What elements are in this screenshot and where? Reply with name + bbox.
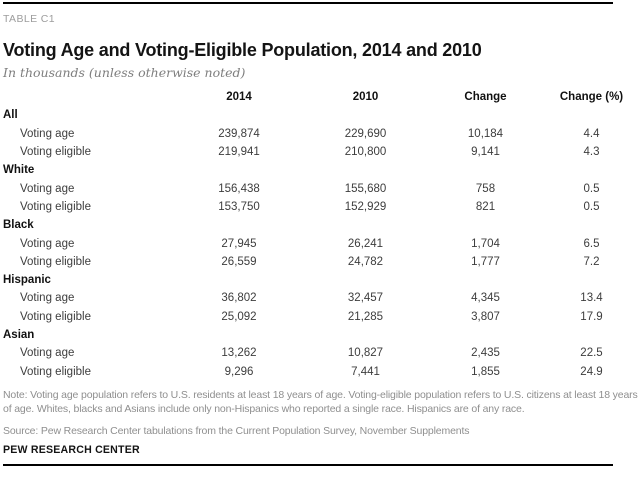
table-row: Voting eligible 25,092 21,285 3,807 17.9 xyxy=(3,308,640,326)
cell-value: 32,457 xyxy=(347,292,384,305)
bottom-rule xyxy=(3,463,613,466)
cell-value: 26,241 xyxy=(347,237,384,250)
cell-value: 4.4 xyxy=(583,127,600,140)
cell-value: 27,945 xyxy=(221,237,257,250)
cell-value: 0.5 xyxy=(583,182,600,195)
note-text-line-1: Note: Voting age population refers to U.… xyxy=(3,388,638,401)
cell-value: 7.2 xyxy=(583,255,600,268)
cell-value: 758 xyxy=(475,182,496,195)
page-subtitle: In thousands (unless otherwise noted) xyxy=(3,65,246,80)
table-group-row: Black xyxy=(3,216,640,234)
group-label: Asian xyxy=(3,329,35,341)
source-text: Source: Pew Research Center tabulations … xyxy=(3,424,470,437)
row-label: Voting eligible xyxy=(20,200,91,213)
cell-value: 26,559 xyxy=(221,255,257,268)
cell-value: 24,782 xyxy=(347,255,384,268)
cell-value: 4,345 xyxy=(471,292,500,305)
table-row: Voting age 13,262 10,827 2,435 22.5 xyxy=(3,344,640,362)
cell-value: 13,262 xyxy=(221,347,257,360)
table-row: Voting age 27,945 26,241 1,704 6.5 xyxy=(3,234,640,252)
column-header-2010: 2010 xyxy=(352,91,379,104)
cell-value: 10,827 xyxy=(347,347,384,360)
report-table-figure: TABLE C1 Voting Age and Voting-Eligible … xyxy=(0,2,640,466)
cell-value: 3,807 xyxy=(471,310,500,323)
cell-value: 17.9 xyxy=(580,310,603,323)
table-group-row: All xyxy=(3,106,640,124)
top-rule xyxy=(3,2,613,4)
row-label: Voting age xyxy=(20,292,75,305)
row-label: Voting eligible xyxy=(20,146,91,159)
table-row: Voting eligible 153,750 152,929 821 0.5 xyxy=(3,198,640,216)
cell-value: 1,855 xyxy=(471,365,500,378)
table-row: Voting eligible 26,559 24,782 1,777 7.2 xyxy=(3,253,640,271)
table-group-row: White xyxy=(3,161,640,179)
table-row: Voting age 156,438 155,680 758 0.5 xyxy=(3,179,640,197)
cell-value: 152,929 xyxy=(344,200,387,213)
group-label: Black xyxy=(3,219,34,232)
cell-value: 13.4 xyxy=(580,292,603,305)
note-text-line-2: of age. Whites, blacks and Asians includ… xyxy=(3,403,525,416)
cell-value: 155,680 xyxy=(344,182,387,195)
group-label: All xyxy=(3,109,18,122)
cell-value: 156,438 xyxy=(218,182,260,195)
column-header-2014: 2014 xyxy=(226,91,252,104)
table-body: All Voting age 239,874 229,690 10,184 4.4 Voti… xyxy=(3,106,640,380)
cell-value: 9,141 xyxy=(471,146,500,159)
data-table: 2014 2010 Change Change (%) All Voting ag… xyxy=(3,88,640,381)
row-label: Voting age xyxy=(20,237,75,250)
cell-value: 24.9 xyxy=(580,365,603,378)
table-group-row: Asian xyxy=(3,326,640,344)
table-row: Voting age 239,874 229,690 10,184 4.4 xyxy=(3,125,640,143)
table-row: Voting eligible 9,296 7,441 1,855 24.9 xyxy=(3,362,640,380)
group-label: Hispanic xyxy=(3,274,51,287)
column-header-change-pct: Change (%) xyxy=(559,91,624,104)
row-label: Voting eligible xyxy=(20,310,91,323)
cell-value: 153,750 xyxy=(218,200,260,213)
cell-value: 2,435 xyxy=(471,347,500,360)
cell-value: 1,777 xyxy=(471,255,500,268)
note-block: Note: Voting age population refers to U.… xyxy=(3,388,640,417)
row-label: Voting age xyxy=(20,127,75,140)
row-label: Voting eligible xyxy=(20,365,91,378)
cell-value: 25,092 xyxy=(221,310,257,323)
table-row: Voting age 36,802 32,457 4,345 13.4 xyxy=(3,289,640,307)
group-label: White xyxy=(3,164,35,177)
cell-value: 10,184 xyxy=(467,127,504,140)
cell-value: 36,802 xyxy=(221,292,257,305)
page-title: Voting Age and Voting-Eligible Populatio… xyxy=(3,40,482,60)
cell-value: 7,441 xyxy=(351,365,380,378)
cell-value: 22.5 xyxy=(580,347,603,360)
cell-value: 1,704 xyxy=(471,237,500,250)
cell-value: 0.5 xyxy=(583,200,600,213)
column-header-change: Change xyxy=(464,91,507,104)
row-label: Voting age xyxy=(20,347,75,360)
cell-value: 239,874 xyxy=(218,127,260,140)
table-label: TABLE C1 xyxy=(3,13,56,25)
table-header-row: 2014 2010 Change Change (%) xyxy=(3,88,640,106)
cell-value: 9,296 xyxy=(224,365,254,378)
brand-wordmark: PEW RESEARCH CENTER xyxy=(3,443,140,456)
table-group-row: Hispanic xyxy=(3,271,640,289)
cell-value: 229,690 xyxy=(344,127,387,140)
table-row: Voting eligible 219,941 210,800 9,141 4.3 xyxy=(3,143,640,161)
cell-value: 21,285 xyxy=(347,310,384,323)
cell-value: 4.3 xyxy=(583,146,600,159)
cell-value: 6.5 xyxy=(583,237,600,250)
cell-value: 210,800 xyxy=(344,146,387,159)
row-label: Voting eligible xyxy=(20,255,91,268)
cell-value: 219,941 xyxy=(218,146,260,159)
cell-value: 821 xyxy=(475,200,496,213)
row-label: Voting age xyxy=(20,182,75,195)
